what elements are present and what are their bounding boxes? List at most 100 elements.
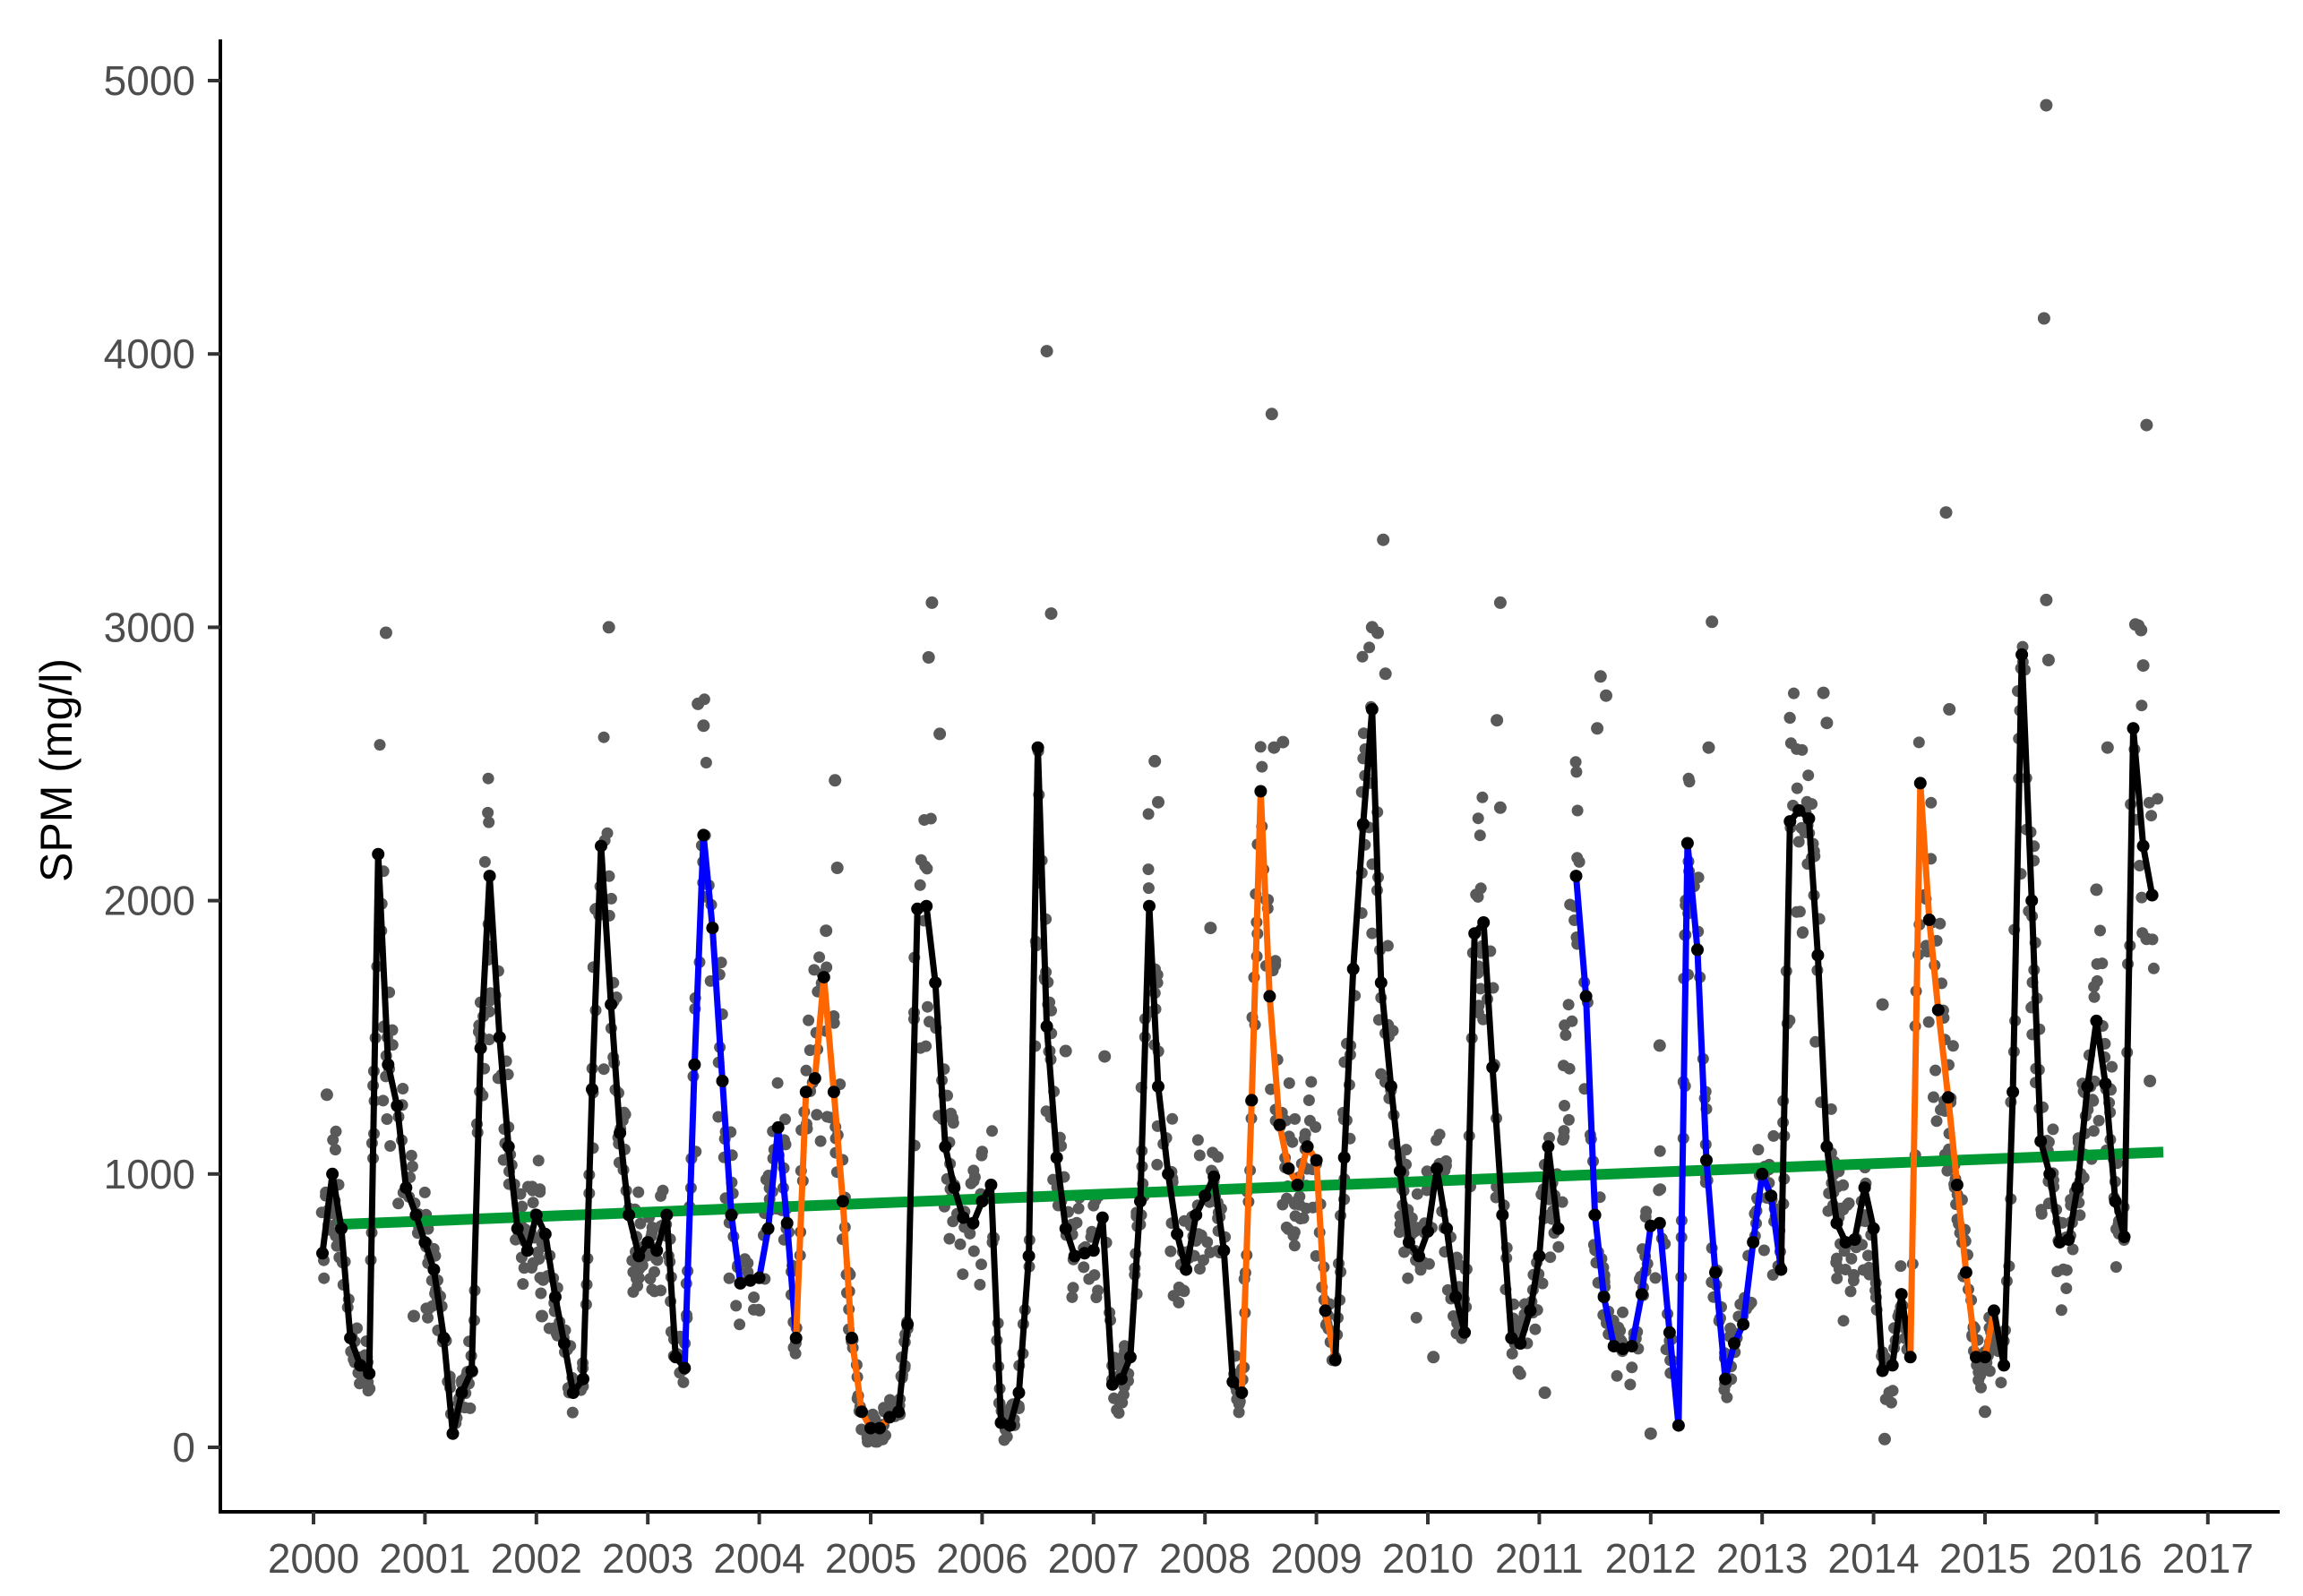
observation-point <box>1788 687 1800 699</box>
observation-point <box>646 1283 658 1296</box>
monthly-point <box>1171 1227 1184 1240</box>
observation-point <box>1365 621 1379 634</box>
x-tick-label: 2001 <box>379 1535 470 1582</box>
monthly-point <box>1922 914 1936 926</box>
observation-point <box>1291 1195 1303 1207</box>
observation-point <box>1895 1260 1907 1273</box>
observation-point <box>1204 1246 1216 1258</box>
observation-point <box>1472 812 1484 825</box>
observation-point <box>1529 1323 1542 1335</box>
observation-point <box>2144 1075 2157 1087</box>
observation-point <box>723 1272 735 1284</box>
observation-point <box>351 1322 363 1334</box>
monthly-point <box>1551 1222 1565 1235</box>
observation-point <box>925 596 939 609</box>
monthly-point <box>929 976 942 990</box>
observation-point <box>602 621 615 634</box>
monthly-point <box>873 1421 886 1435</box>
monthly-point <box>2099 1077 2112 1091</box>
observation-point <box>2135 699 2148 712</box>
monthly-point <box>864 1421 877 1435</box>
observation-point <box>1706 615 1719 629</box>
observation-point <box>536 1309 548 1323</box>
observation-point <box>748 1291 761 1303</box>
observation-point <box>1066 1291 1078 1303</box>
x-tick-label: 2002 <box>491 1535 582 1582</box>
observation-point <box>531 1246 544 1258</box>
observation-point <box>362 1385 374 1397</box>
observation-point <box>677 1376 690 1388</box>
monthly-point <box>1413 1249 1425 1263</box>
monthly-point <box>1031 741 1044 754</box>
observation-point <box>1421 1184 1433 1197</box>
observation-point <box>1381 940 1394 952</box>
observation-point <box>1796 927 1809 940</box>
observation-point <box>2060 1264 2073 1276</box>
monthly-point <box>855 1405 868 1419</box>
monthly-point <box>1282 1162 1295 1175</box>
x-tick-label: 2007 <box>1048 1535 1139 1582</box>
observation-point <box>408 1309 420 1323</box>
monthly-point <box>483 870 496 883</box>
monthly-point <box>391 1099 404 1112</box>
observation-point <box>943 1232 956 1245</box>
observation-point <box>1943 703 1956 716</box>
monthly-point <box>2090 1014 2103 1027</box>
observation-point <box>986 1125 998 1137</box>
monthly-point <box>1291 1179 1304 1191</box>
observation-point <box>1878 1432 1891 1446</box>
observation-point <box>1090 1291 1103 1304</box>
monthly-point <box>623 1208 636 1222</box>
observation-point <box>878 1402 890 1414</box>
monthly-point <box>716 1075 729 1087</box>
observation-point <box>381 1113 393 1125</box>
observation-point <box>1288 1240 1301 1252</box>
observation-point <box>1116 1396 1129 1409</box>
observation-point <box>967 1245 980 1257</box>
observation-point <box>1302 1094 1315 1106</box>
observation-point <box>1617 1306 1628 1318</box>
observation-point <box>1151 1158 1164 1171</box>
observation-point <box>1268 741 1281 754</box>
observation-point <box>1570 766 1583 778</box>
monthly-point <box>1569 870 1583 883</box>
observation-point <box>1289 1210 1302 1223</box>
monthly-point <box>566 1386 580 1399</box>
monthly-point <box>883 1411 897 1424</box>
observation-point <box>922 1000 933 1013</box>
observation-point <box>1757 1244 1770 1257</box>
observation-point <box>2088 991 2101 1003</box>
observation-point <box>1402 1272 1414 1284</box>
observation-point <box>2037 312 2050 325</box>
observation-point <box>1857 1264 1869 1276</box>
observation-point <box>1544 1251 1557 1264</box>
y-axis-title: SPM (mg/l) <box>31 658 82 882</box>
monthly-point <box>1998 1359 2011 1372</box>
observation-point <box>1059 1044 1072 1058</box>
observation-point <box>1474 982 1487 995</box>
monthly-point <box>827 1085 840 1099</box>
monthly-point <box>1597 1291 1611 1304</box>
monthly-point <box>1087 1244 1100 1257</box>
observation-point <box>1820 716 1834 730</box>
observation-point <box>2091 974 2103 987</box>
monthly-point <box>363 1367 376 1380</box>
monthly-point <box>595 839 607 853</box>
monthly-point <box>326 1167 339 1180</box>
observation-point <box>1934 917 1946 930</box>
observation-point <box>2074 1209 2086 1222</box>
observation-point <box>1411 1188 1423 1200</box>
monthly-point <box>400 1181 413 1195</box>
monthly-point <box>697 828 710 842</box>
observation-point <box>1979 1405 1991 1419</box>
observation-point <box>1912 736 1925 749</box>
observation-point <box>1844 1285 1857 1298</box>
monthly-point <box>836 1195 849 1208</box>
monthly-point <box>706 922 719 935</box>
monthly-point <box>1040 1020 1053 1033</box>
monthly-point <box>2043 1167 2057 1180</box>
x-tick-label: 2010 <box>1382 1535 1474 1582</box>
monthly-point <box>2145 888 2159 902</box>
observation-point <box>1142 808 1155 820</box>
